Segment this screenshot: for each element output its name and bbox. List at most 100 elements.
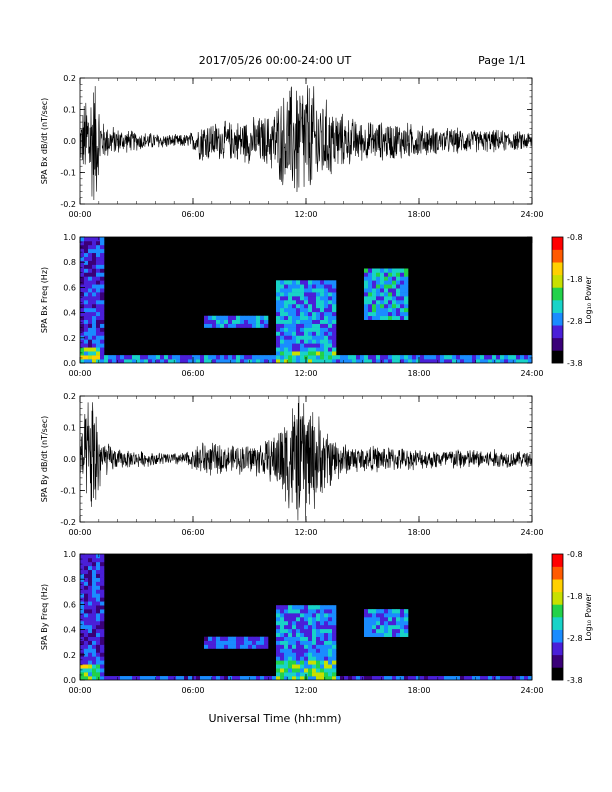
heatmap-cell: [516, 355, 521, 360]
heatmap-cell: [392, 288, 397, 293]
heatmap-cell: [404, 624, 409, 630]
heatmap-cell: [84, 589, 89, 594]
heatmap-cell: [260, 359, 265, 363]
heatmap-cell: [80, 256, 85, 261]
heatmap-cell: [308, 636, 313, 641]
heatmap-cell: [308, 609, 313, 614]
heatmap-cell: [304, 636, 309, 641]
heatmap-cell: [132, 676, 137, 680]
heatmap-cell: [392, 620, 397, 626]
heatmap-cell: [372, 315, 377, 320]
colorbar-swatch: [552, 237, 563, 250]
heatmap-cell: [328, 620, 333, 626]
heatmap-cells: [80, 237, 532, 363]
heatmap-cell: [164, 359, 169, 363]
colorbar-swatch: [552, 629, 563, 643]
heatmap-cell: [364, 311, 369, 317]
heatmap-cell: [484, 359, 489, 363]
heatmap-cell: [396, 359, 401, 363]
heatmap-cell: [280, 605, 285, 610]
heatmap-cell: [380, 355, 385, 360]
heatmap-cell: [288, 315, 293, 320]
heatmap-cell: [316, 620, 321, 626]
heatmap-cell: [100, 272, 105, 277]
heatmap-cell: [284, 664, 289, 669]
heatmap-cell: [376, 303, 381, 309]
heatmap-cell: [80, 585, 85, 590]
heatmap-cell: [84, 276, 89, 281]
heatmap-cell: [92, 577, 97, 582]
heatmap-cell: [160, 359, 165, 363]
heatmap-cell: [296, 284, 301, 289]
heatmap-cell: [276, 343, 281, 348]
heatmap-cell: [88, 343, 93, 348]
heatmap-cell: [96, 624, 101, 630]
heatmap-cell: [292, 636, 297, 641]
x-tick-label: 00:00: [68, 369, 91, 378]
heatmap-cell: [364, 613, 369, 618]
heatmap-cell: [284, 323, 289, 328]
heatmap-cell: [324, 315, 329, 320]
heatmap-cell: [280, 335, 285, 340]
heatmap-cell: [88, 355, 93, 360]
heatmap-cell: [324, 319, 329, 324]
heatmap-cell: [284, 303, 289, 309]
heatmap-cell: [392, 311, 397, 317]
heatmap-cell: [100, 260, 105, 265]
heatmap-cell: [96, 672, 101, 677]
heatmap-cell: [264, 319, 269, 324]
heatmap-cell: [328, 632, 333, 637]
heatmap-cell: [508, 355, 513, 360]
heatmap-cell: [284, 624, 289, 630]
heatmap-cell: [80, 296, 85, 301]
heatmap-cell: [244, 640, 249, 645]
heatmap-cell: [380, 676, 385, 680]
heatmap-cell: [364, 617, 369, 622]
heatmap-cell: [292, 292, 297, 297]
heatmap-cell: [80, 319, 85, 324]
heatmap-cell: [328, 656, 333, 661]
heatmap-cell: [344, 359, 349, 363]
heatmap-cell: [256, 676, 261, 680]
heatmap-cell: [300, 605, 305, 610]
heatmap-cell: [92, 597, 97, 602]
heatmap-cell: [376, 632, 381, 637]
heatmap-cell: [100, 565, 105, 571]
heatmap-cell: [84, 288, 89, 293]
heatmap-cell: [296, 632, 301, 637]
heatmap-cell: [264, 315, 269, 320]
heatmap-cell: [304, 640, 309, 645]
heatmap-cell: [220, 359, 225, 363]
heatmap-cell: [280, 676, 285, 680]
heatmap-cell: [280, 311, 285, 317]
heatmap-cell: [292, 672, 297, 677]
heatmap-cell: [404, 311, 409, 317]
heatmap-cell: [440, 355, 445, 360]
heatmap-cell: [296, 335, 301, 340]
heatmap-cell: [276, 660, 281, 665]
heatmap-cell: [292, 335, 297, 340]
heatmap-cell: [332, 284, 337, 289]
heatmap-cell: [400, 276, 405, 281]
heatmap-cell: [400, 311, 405, 317]
heatmap-cell: [92, 272, 97, 277]
heatmap-cell: [308, 288, 313, 293]
heatmap-cell: [80, 609, 85, 614]
heatmap-cell: [100, 339, 105, 344]
heatmap-cell: [208, 359, 213, 363]
heatmap-cell: [308, 652, 313, 657]
heatmap-cell: [460, 355, 465, 360]
heatmap-cell: [160, 676, 165, 680]
colorbar-swatch: [552, 325, 563, 339]
heatmap-cell: [520, 676, 525, 680]
heatmap-cell: [324, 624, 329, 630]
heatmap-cell: [84, 652, 89, 657]
heatmap-cell: [88, 593, 93, 598]
heatmap-cell: [104, 355, 109, 360]
heatmap-cell: [92, 561, 97, 567]
heatmap-cell: [444, 676, 449, 680]
heatmap-cell: [96, 284, 101, 289]
heatmap-cell: [308, 319, 313, 324]
heatmap-cell: [264, 359, 269, 363]
